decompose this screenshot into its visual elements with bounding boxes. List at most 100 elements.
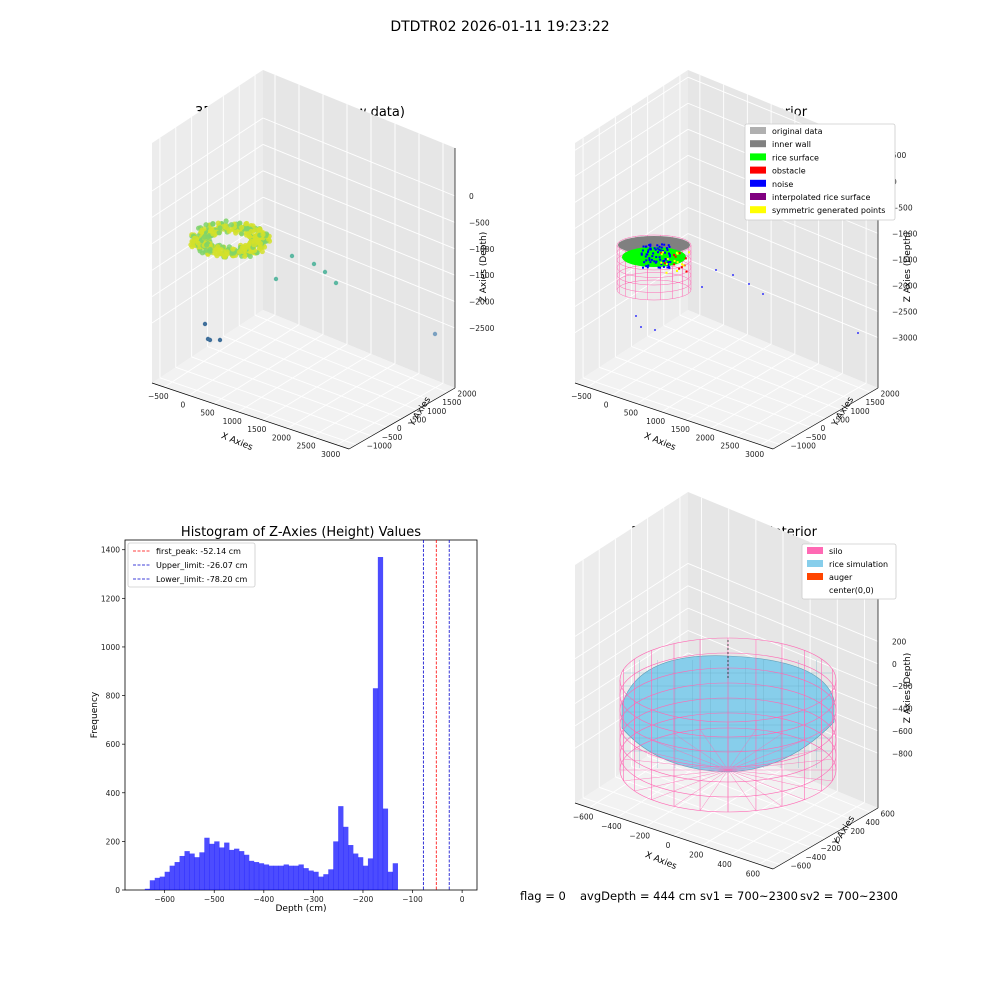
histogram-bar — [214, 841, 220, 890]
z-tick-label: −2000 — [892, 281, 918, 290]
silo-floor-spoke — [673, 769, 729, 807]
noise-outlier — [762, 293, 764, 295]
raw-point — [260, 231, 266, 238]
histogram-bar — [268, 865, 275, 890]
obstacle-point — [666, 258, 669, 260]
x-tick-label: −500 — [571, 392, 592, 401]
legend-swatch — [807, 560, 823, 567]
raw-point — [239, 231, 245, 237]
grid-y — [679, 314, 871, 393]
x-tick-label: 1000 — [646, 417, 665, 426]
panel-histogram: Histogram of Z-Axies (Height) Values −60… — [90, 525, 478, 914]
legend-label: inner wall — [772, 140, 811, 149]
noise-point — [648, 257, 651, 260]
histogram-bar — [303, 868, 309, 891]
noise-point — [667, 244, 670, 247]
legend-swatch — [750, 127, 766, 134]
histogram-bar — [372, 688, 379, 890]
histogram-bar — [392, 863, 398, 890]
z-tick-label: −1000 — [892, 229, 918, 238]
obstacle-point — [660, 261, 663, 264]
noise-point — [649, 245, 652, 248]
histogram-bar — [288, 865, 294, 890]
noise-point — [660, 263, 663, 266]
histogram-bar — [204, 837, 210, 890]
raw-point — [224, 249, 230, 255]
histogram-bar — [154, 877, 161, 890]
silo-floor-spoke — [699, 729, 729, 771]
noise-point — [654, 261, 657, 264]
obstacle-point — [676, 252, 679, 255]
legend-label: rice simulation — [829, 560, 888, 569]
y-tick-label: 1000 — [101, 643, 120, 652]
panel2-legend: original data inner wall rice surface obsta… — [744, 123, 896, 221]
x-tick-label: −600 — [154, 895, 175, 904]
grid-y — [631, 346, 826, 419]
noise-point — [645, 265, 648, 268]
legend-label: interpolated rice surface — [772, 193, 870, 202]
noise-point — [655, 260, 658, 263]
legend-label: rice surface — [772, 153, 819, 162]
legend-swatch — [750, 153, 766, 161]
z-tick-label: 500 — [892, 151, 907, 160]
histogram-bar — [273, 865, 279, 890]
noise-point — [641, 249, 644, 252]
grid-z-back — [687, 585, 879, 665]
grid-z — [574, 607, 689, 682]
silo-floor-spoke — [651, 769, 729, 800]
grid-z-back — [687, 233, 879, 312]
noise-outlier — [715, 269, 717, 271]
raw-outlier-point — [273, 276, 279, 282]
histogram-bar — [243, 854, 250, 890]
grid-y — [631, 766, 826, 839]
panel1-xlabel: X Axies — [219, 431, 254, 453]
grid-z — [151, 170, 264, 245]
raw-outlier-point — [289, 253, 295, 259]
obstacle-point — [661, 251, 664, 254]
noise-point — [669, 261, 672, 263]
histogram-bar — [248, 860, 255, 890]
silo-floor-spoke — [623, 758, 729, 771]
x-tick-label: −400 — [601, 822, 622, 831]
obstacle-point — [681, 263, 683, 266]
z-tick-label: −2500 — [892, 308, 918, 317]
raw-point — [199, 227, 205, 233]
histogram-bar — [283, 864, 289, 890]
noise-point — [647, 251, 649, 253]
raw-outlier-point — [202, 321, 208, 327]
raw-point — [243, 226, 249, 232]
pane-floor — [575, 310, 878, 449]
noise-point — [647, 264, 650, 267]
noise-point — [643, 261, 646, 264]
y-tick-label: 0 — [397, 424, 402, 433]
obstacle-point — [665, 263, 668, 266]
legend-swatch — [807, 547, 823, 554]
y-tick-label: 200 — [106, 837, 121, 846]
noise-point — [647, 249, 650, 252]
histogram-title: Histogram of Z-Axies (Height) Values — [181, 525, 421, 540]
histogram-bar — [323, 874, 329, 890]
noise-point — [640, 253, 643, 256]
noise-point — [653, 260, 656, 263]
y-tick-label: 200 — [851, 827, 866, 836]
noise-point — [659, 258, 662, 261]
histogram-legend: first_peak: -52.14 cm Upper_limit: -26.07… — [127, 542, 256, 588]
raw-point — [246, 244, 252, 250]
histogram-bar — [159, 876, 165, 890]
obstacle-point — [660, 253, 663, 256]
x-tick-label: 3000 — [745, 450, 764, 459]
x-tick-label: 500 — [624, 409, 639, 418]
x-tick-label: 1500 — [671, 425, 690, 434]
silo-floor-spoke — [651, 740, 729, 771]
y-tick-label: 1000 — [851, 407, 870, 416]
noise-point — [645, 259, 648, 262]
noise-point — [658, 245, 661, 248]
histogram-bar — [234, 848, 240, 890]
legend-label: noise — [772, 180, 793, 189]
silo-floor-spoke — [727, 740, 805, 771]
y-tick-label: 600 — [106, 740, 121, 749]
raw-point — [247, 253, 253, 259]
raw-point — [203, 247, 209, 253]
raw-point — [205, 234, 211, 240]
raw-point — [251, 238, 257, 244]
